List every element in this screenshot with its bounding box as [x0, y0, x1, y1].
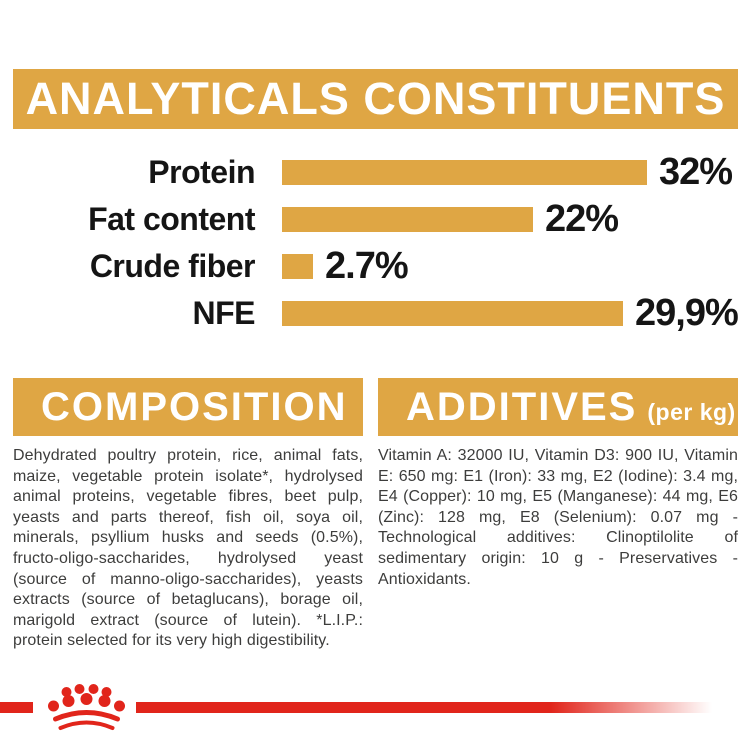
chart-category-label: NFE — [192, 295, 256, 331]
chart-value-label: 32% — [659, 151, 733, 193]
composition-section: COMPOSITION Dehydrated poultry protein, … — [13, 378, 363, 652]
composition-body-text: Dehydrated poultry protein, rice, animal… — [13, 447, 363, 650]
additives-title-suffix: (per kg) — [647, 399, 736, 425]
composition-title: COMPOSITION — [41, 385, 348, 429]
composition-banner: COMPOSITION — [13, 378, 363, 436]
analyticals-banner: ANALYTICALS CONSTITUENTS — [13, 69, 738, 129]
analyticals-banner-title: ANALYTICALS CONSTITUENTS — [25, 73, 726, 124]
brand-stripe-right — [136, 702, 712, 713]
chart-row: NFE 29,9% — [0, 292, 750, 334]
analyticals-chart: Protein 32% Fat content 22% Crude fiber 2.7% N… — [0, 151, 750, 348]
chart-bar — [282, 301, 623, 326]
chart-row: Crude fiber 2.7% — [0, 245, 750, 287]
additives-body-text: Vitamin A: 32000 IU, Vitamin D3: 900 IU,… — [378, 447, 738, 588]
chart-value-label: 22% — [545, 198, 619, 240]
chart-value-label: 29,9% — [635, 292, 739, 334]
chart-category-label: Fat content — [88, 201, 255, 237]
additives-title: ADDITIVES — [406, 385, 638, 429]
additives-banner: ADDITIVES (per kg) — [378, 378, 738, 436]
chart-row: Protein 32% — [0, 151, 750, 193]
chart-category-label: Protein — [148, 154, 255, 190]
chart-category-label: Crude fiber — [89, 248, 256, 284]
brand-stripe-left — [0, 702, 33, 713]
chart-bar — [282, 207, 533, 232]
chart-bar — [282, 160, 647, 185]
additives-section: ADDITIVES (per kg) Vitamin A: 32000 IU, … — [378, 378, 738, 590]
chart-bar — [282, 254, 313, 279]
chart-value-label: 2.7% — [325, 245, 409, 287]
royal-canin-crown-logo — [48, 684, 125, 730]
chart-row: Fat content 22% — [0, 198, 750, 240]
